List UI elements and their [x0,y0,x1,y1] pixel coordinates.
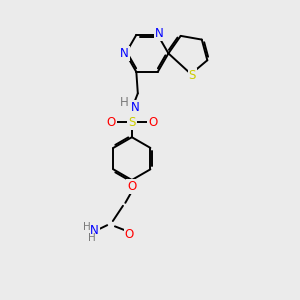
Text: O: O [148,116,157,129]
Text: O: O [127,180,136,193]
Text: H: H [119,96,128,109]
Text: H: H [88,233,96,243]
Text: O: O [106,116,116,129]
Text: N: N [130,101,139,114]
Text: N: N [120,47,128,60]
Text: N: N [90,224,99,237]
Text: S: S [189,69,196,82]
Text: N: N [155,27,164,40]
Text: H: H [82,222,90,232]
Text: O: O [125,228,134,241]
Text: S: S [128,116,136,129]
